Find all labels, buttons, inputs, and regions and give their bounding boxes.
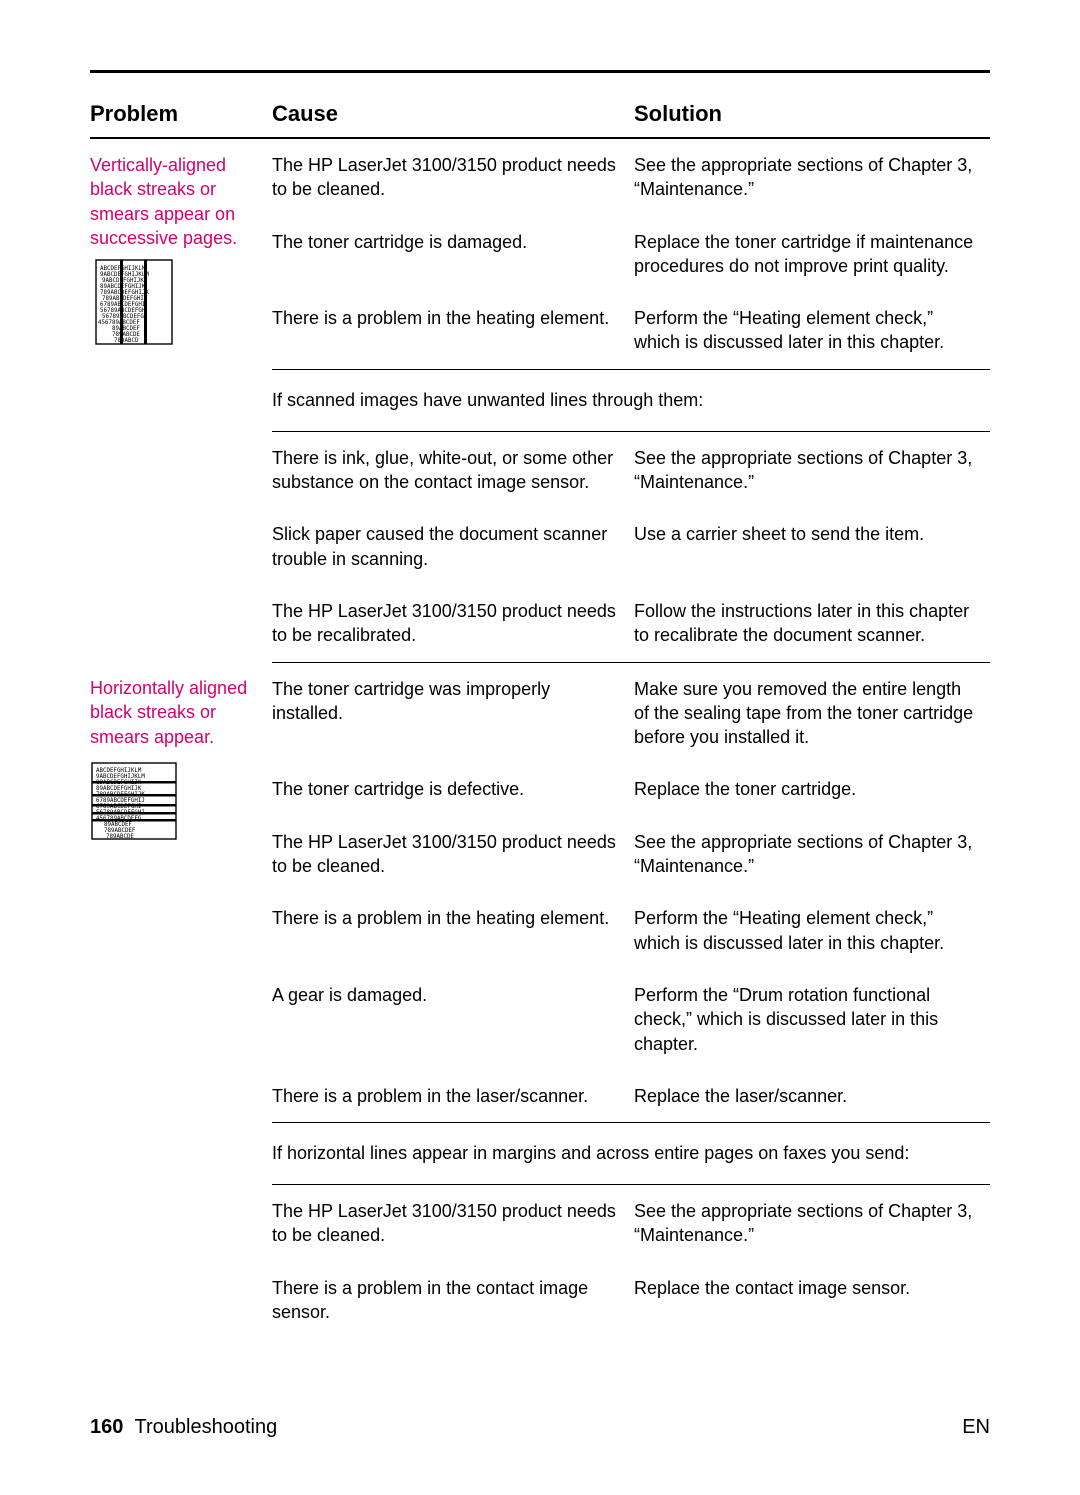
cause-1-3: There is a problem in the heating elemen… [272,892,634,969]
cause-0b-1: Slick paper caused the document scanner … [272,508,634,585]
cause-1-5: There is a problem in the laser/scanner. [272,1070,634,1122]
footer-left: 160 Troubleshooting [90,1416,277,1439]
header-problem: Problem [90,95,272,137]
top-rule [90,70,990,73]
cause-0-1: The toner cartridge is damaged. [272,216,634,293]
cause-1-2: The HP LaserJet 3100/3150 product needs … [272,816,634,893]
footer-title: Troubleshooting [135,1416,278,1438]
note-0: If scanned images have unwanted lines th… [272,369,990,431]
page-footer: 160 Troubleshooting EN [90,1416,990,1439]
header-row: Problem Cause Solution [90,95,990,137]
footer-lang: EN [962,1416,990,1439]
header-cause: Cause [272,95,634,137]
problem-1-text: Horizontally aligned black streaks or sm… [90,678,247,747]
cause-0b-2: The HP LaserJet 3100/3150 product needs … [272,585,634,662]
cause-1-0: The toner cartridge was improperly insta… [272,662,634,763]
solution-0b-2: Follow the instructions later in this ch… [634,585,990,662]
solution-0-0: See the appropriate sections of Chapter … [634,138,990,216]
solution-1-1: Replace the toner cartridge. [634,763,990,815]
solution-1-2: See the appropriate sections of Chapter … [634,816,990,893]
cause-0b-0: There is ink, glue, white-out, or some o… [272,431,634,508]
page-number: 160 [90,1416,123,1438]
solution-1-0: Make sure you removed the entire length … [634,662,990,763]
problem-0-text: Vertically-aligned black streaks or smea… [90,155,237,248]
problem-0: Vertically-aligned black streaks or smea… [90,138,272,662]
cause-1-4: A gear is damaged. [272,969,634,1070]
solution-1-4: Perform the “Drum rotation functional ch… [634,969,990,1070]
cause-1b-0: The HP LaserJet 3100/3150 product needs … [272,1185,634,1262]
solution-1b-0: See the appropriate sections of Chapter … [634,1185,990,1262]
svg-text:789ABCD: 789ABCD [114,338,139,344]
solution-0b-1: Use a carrier sheet to send the item. [634,508,990,585]
solution-0-2: Perform the “Heating element check,” whi… [634,292,990,369]
vertical-streaks-icon: ABCDEFGHIJKLM9ABCDEFGHIJKLM9ABCDEFGHIJK8… [90,258,178,346]
problem-1: Horizontally aligned black streaks or sm… [90,662,272,1338]
header-solution: Solution [634,95,990,137]
cause-0-0: The HP LaserJet 3100/3150 product needs … [272,138,634,216]
solution-1-3: Perform the “Heating element check,” whi… [634,892,990,969]
solution-1-5: Replace the laser/scanner. [634,1070,990,1122]
solution-1b-1: Replace the contact image sensor. [634,1262,990,1339]
cause-1-1: The toner cartridge is defective. [272,763,634,815]
horizontal-streaks-icon: ABCDEFGHIJKLM9ABCDEFGHIJKLM89ABCDEFGHIJK… [90,757,178,845]
cause-0-2: There is a problem in the heating elemen… [272,292,634,369]
cause-1b-1: There is a problem in the contact image … [272,1262,634,1339]
solution-0-1: Replace the toner cartridge if maintenan… [634,216,990,293]
solution-0b-0: See the appropriate sections of Chapter … [634,431,990,508]
svg-text:789ABCDE: 789ABCDE [106,834,134,840]
note-1: If horizontal lines appear in margins an… [272,1123,990,1185]
troubleshooting-table: Problem Cause Solution Vertically-aligne… [90,95,990,1338]
